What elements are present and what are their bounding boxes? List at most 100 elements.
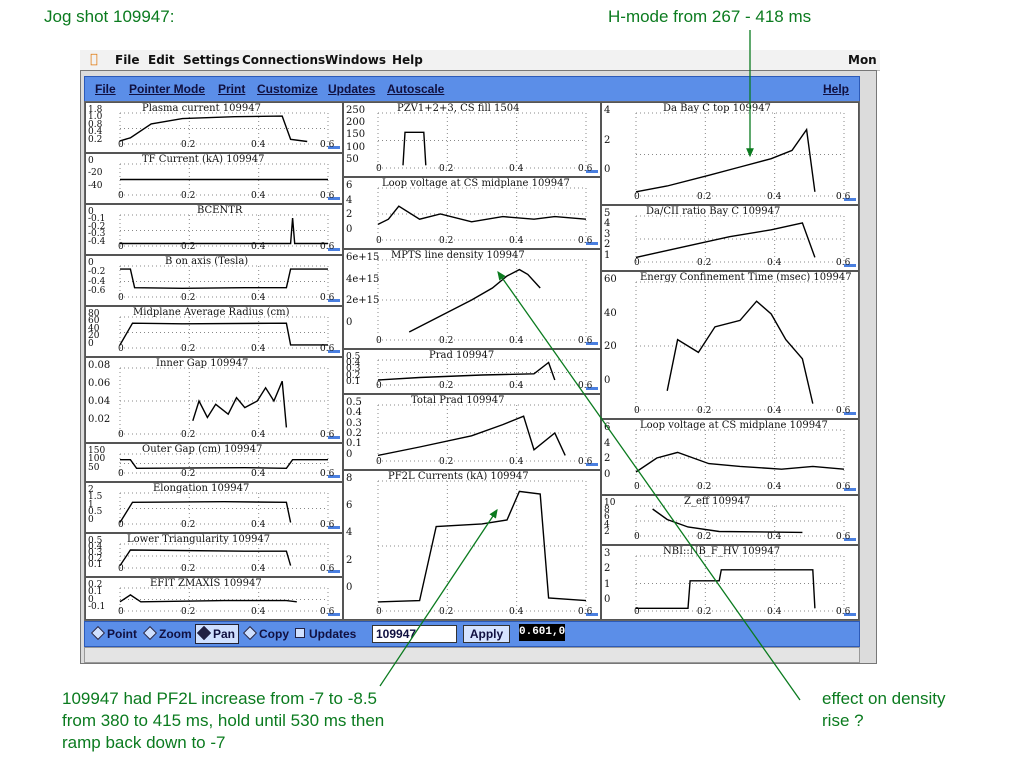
panel-title: PF2L Currents (kA) 109947	[388, 471, 529, 482]
panel-plot	[635, 429, 856, 491]
panel-title: PZV1+2+3, CS fill 1504	[397, 103, 520, 114]
x-tick-label: 0.2	[697, 607, 712, 617]
y-tick-label: 2	[604, 527, 610, 537]
point-radio[interactable]: Point	[90, 625, 137, 641]
y-tick-label: 6	[604, 422, 611, 433]
signal-trace	[635, 451, 845, 473]
app-menu-autoscale[interactable]: Autoscale	[387, 82, 445, 96]
x-tick-label: 0.6	[578, 381, 593, 391]
axis-marker	[844, 264, 856, 267]
app-menu-file[interactable]: File	[95, 82, 116, 96]
menu-windows[interactable]: Windows	[325, 53, 386, 67]
panel-loop-voltage-c3[interactable]: Loop voltage at CS midplane 109947 6 4 2 0 0 0…	[601, 419, 859, 495]
x-tick-label: 0.2	[181, 344, 196, 354]
pf2l-note-line-2: from 380 to 415 ms, hold until 530 ms th…	[62, 711, 385, 730]
y-tick-label: 0.3	[346, 418, 362, 429]
y-tick-label: 0	[604, 164, 611, 175]
updates-label: Updates	[309, 627, 357, 641]
panel-lower-triangularity[interactable]: Lower Triangularity 109947 0.5 0.4 0.3 0.2 0.…	[85, 533, 343, 577]
y-tick-label: 0.2	[346, 428, 362, 439]
axis-marker	[328, 526, 340, 529]
panel-bcentr[interactable]: BCENTR 0 -0.1 -0.2 -0.3 -0.4 0 0.2 0.4 0.6	[85, 204, 343, 255]
x-tick-label: 0	[118, 469, 124, 479]
signal-trace	[652, 508, 803, 534]
y-tick-label: 2	[604, 239, 611, 250]
y-tick-label: 2	[346, 209, 353, 220]
x-tick-label: 0.6	[836, 532, 851, 542]
panel-elongation[interactable]: Elongation 109947 2 1.5 1 0.5 0 0 0.2 0.4 0.6	[85, 482, 343, 533]
updates-checkbox[interactable]: Updates	[295, 627, 356, 641]
y-tick-label: 0.04	[88, 396, 111, 407]
panel-title: Loop voltage at CS midplane 109947	[382, 178, 570, 189]
x-tick-label: 0.4	[251, 191, 266, 201]
app-menu-customize[interactable]: Customize	[257, 82, 318, 96]
signal-trace	[119, 500, 292, 523]
menu-help[interactable]: Help	[392, 53, 423, 67]
plot-area[interactable]: Plasma current 109947 1.8 1.0 0.8 0.4 0.2 0 0.2…	[84, 101, 860, 621]
y-tick-label: 0	[88, 156, 94, 166]
pf2l-note-line-1: 109947 had PF2L increase from -7 to -8.5	[62, 689, 377, 708]
y-tick-label: 0.5	[346, 397, 362, 408]
panel-mpts-line-density[interactable]: MPTS line density 109947 6e+15 4e+15 2e+15 0…	[343, 249, 601, 349]
panel-inner-gap[interactable]: Inner Gap 109947 0.08 0.06 0.04 0.02 0 0.2 0.4 0…	[85, 357, 343, 443]
x-tick-label: 0.2	[697, 482, 712, 492]
copy-radio[interactable]: Copy	[242, 625, 289, 641]
x-tick-label: 0.4	[509, 236, 524, 246]
panel-b-on-axis[interactable]: B on axis (Tesla) 0 -0.2 -0.4 -0.6 0 0.2 0.4 0.6	[85, 255, 343, 306]
x-tick-label: 0.4	[767, 258, 782, 268]
panel-zeff[interactable]: Z_eff 109947 10 8 6 4 2 0 0.2 0.4 0.6	[601, 495, 859, 545]
y-tick-label: 0	[604, 594, 611, 605]
app-menu-updates[interactable]: Updates	[328, 82, 376, 96]
panel-plasma-current[interactable]: Plasma current 109947 1.8 1.0 0.8 0.4 0.2 0 0.2…	[85, 102, 343, 153]
panel-loop-voltage-c2[interactable]: Loop voltage at CS midplane 109947 6 4 2 0 0 0…	[343, 177, 601, 249]
menu-edit[interactable]: Edit	[148, 53, 175, 67]
y-tick-label: 0.3	[88, 548, 103, 558]
panel-tf-current[interactable]: TF Current (kA) 109947 0 -20 -40 0 0.2 0.4 0.6	[85, 153, 343, 204]
pf2l-note-line-3: ramp back down to -7	[62, 733, 226, 752]
panel-da-cii-ratio[interactable]: Da/CII ratio Bay C 109947 5 4 3 2 1 0 0.2 0.4 0.6	[601, 205, 859, 271]
x-tick-label: 0.2	[181, 520, 196, 530]
menu-settings[interactable]: Settings	[183, 53, 240, 67]
panel-pf2l-currents[interactable]: PF2L Currents (kA) 109947 8 6 4 2 0 0 0.2 0.4 0.6	[343, 470, 601, 620]
shot-number-input[interactable]: 109947	[372, 625, 457, 643]
app-menu-pointer-mode[interactable]: Pointer Mode	[129, 82, 206, 96]
y-tick-label: 0.5	[88, 507, 103, 517]
panel-da-bay-c-top[interactable]: Da Bay C top 109947 4 2 0 0 0.2 0.4 0.6	[601, 102, 859, 205]
zoom-label: Zoom	[159, 627, 192, 641]
panel-total-prad[interactable]: Total Prad 109947 0.5 0.4 0.3 0.2 0.1 0 0 0.2 0.4…	[343, 394, 601, 470]
y-tick-label: 0.8	[88, 120, 103, 130]
x-tick-label: 0.4	[251, 607, 266, 617]
radio-icon	[90, 625, 106, 641]
panel-prad[interactable]: Prad 109947 0.5 0.4 0.3 0.2 0.1 0 0.2 0.4 0.6	[343, 349, 601, 394]
apply-button[interactable]: Apply	[463, 625, 510, 643]
y-tick-label: 1	[604, 250, 611, 261]
pan-radio[interactable]: Pan	[195, 624, 240, 644]
menu-connections[interactable]: Connections	[242, 53, 326, 67]
zoom-radio[interactable]: Zoom	[142, 625, 192, 641]
panel-plot	[635, 112, 856, 201]
panel-title: Da Bay C top 109947	[663, 103, 771, 114]
y-tick-label: -0.2	[88, 222, 106, 232]
panel-plot	[119, 367, 340, 439]
y-tick-label: -0.2	[88, 267, 106, 277]
panel-energy-confinement[interactable]: Energy Confinement Time (msec) 109947 60 4…	[601, 271, 859, 419]
x-tick-label: 0.2	[697, 258, 712, 268]
x-tick-label: 0.2	[439, 236, 454, 246]
panel-nbi[interactable]: NBI::NB_F_HV 109947 3 2 1 0 0 0.2 0.4 0.6	[601, 545, 859, 620]
panel-efit-zmaxis[interactable]: EFIT ZMAXIS 109947 0.2 0.1 0 -0.1 0 0.2 0.4 0.6	[85, 577, 343, 620]
x-tick-label: 0.2	[439, 164, 454, 174]
apple-icon[interactable]: 	[90, 52, 98, 67]
y-tick-label: 50	[88, 463, 100, 473]
x-tick-label: 0.4	[509, 336, 524, 346]
axis-marker	[328, 248, 340, 251]
app-menu-print[interactable]: Print	[218, 82, 246, 96]
menu-file[interactable]: File	[115, 53, 140, 67]
panel-midplane-radius[interactable]: Midplane Average Radius (cm) 80 60 40 20 0 0 0.…	[85, 306, 343, 357]
app-menu-help[interactable]: Help	[823, 82, 850, 96]
panel-outer-gap[interactable]: Outer Gap (cm) 109947 150 100 50 0 0.2 0.4 0.6	[85, 443, 343, 482]
app-window: File Pointer Mode Print Customize Update…	[80, 70, 877, 664]
x-tick-label: 0	[376, 381, 382, 391]
panel-plot	[377, 187, 598, 245]
x-tick-label: 0.4	[509, 381, 524, 391]
panel-pzv-cs-fill[interactable]: PZV1+2+3, CS fill 1504 250 200 150 100 50 0 0.2…	[343, 102, 601, 177]
